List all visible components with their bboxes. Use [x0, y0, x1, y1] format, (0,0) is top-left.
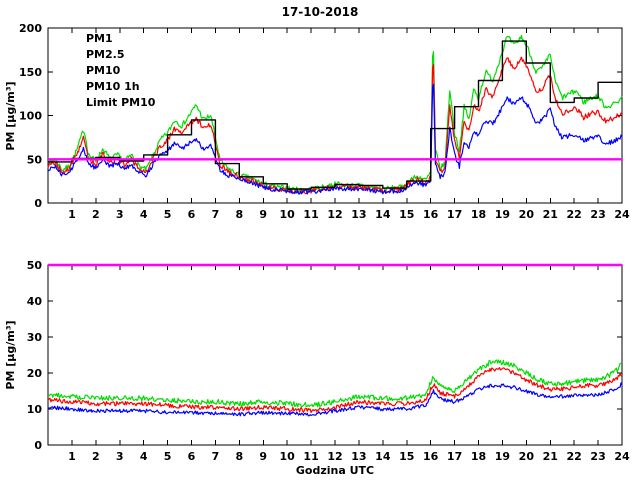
x-tick-label: 7 — [212, 450, 220, 463]
x-tick-label: 8 — [236, 450, 244, 463]
x-tick-label: 21 — [543, 208, 558, 221]
x-tick-label: 16 — [423, 450, 439, 463]
x-tick-label: 24 — [614, 450, 630, 463]
x-tick-label: 6 — [188, 208, 196, 221]
series-pm1 — [47, 83, 623, 195]
legend-pm10-1h: PM10 1h — [86, 80, 140, 93]
x-tick-label: 20 — [519, 450, 535, 463]
x-tick-label: 4 — [140, 208, 148, 221]
x-tick-label: 24 — [614, 208, 630, 221]
x-tick-label: 11 — [303, 450, 318, 463]
x-tick-label: 11 — [303, 208, 318, 221]
x-tick-label: 5 — [164, 450, 172, 463]
x-tick-label: 4 — [140, 450, 148, 463]
series-pm10 — [47, 359, 623, 408]
x-tick-label: 9 — [259, 208, 267, 221]
x-tick-label: 9 — [259, 450, 267, 463]
y-tick-label: 50 — [27, 259, 43, 272]
top-chart: PM [µg/m³] 1 2 3 4 5 6 7 8 9 10 11 12 13 14 15 16 17 18 19… — [4, 22, 630, 221]
x-tick-label: 13 — [351, 450, 366, 463]
series-pm10-1h — [48, 40, 622, 190]
series-pm10 — [47, 34, 623, 193]
x-tick-label: 18 — [471, 208, 486, 221]
y-tick-label: 200 — [19, 22, 42, 35]
y-tick-label: 0 — [34, 197, 42, 210]
series-pm1 — [47, 382, 623, 417]
chart-title: 17-10-2018 — [281, 5, 359, 19]
x-tick-label: 14 — [375, 208, 391, 221]
x-tick-label: 18 — [471, 450, 486, 463]
x-tick-label: 15 — [399, 450, 414, 463]
y-tick-label: 30 — [27, 331, 43, 344]
x-tick-label: 2 — [92, 208, 100, 221]
legend-pm10: PM10 — [86, 64, 121, 77]
x-tick-label: 3 — [116, 450, 124, 463]
x-tick-label: 1 — [68, 208, 76, 221]
x-tick-label: 23 — [590, 450, 605, 463]
x-tick-label: 6 — [188, 450, 196, 463]
x-tick-label: 14 — [375, 450, 391, 463]
x-tick-label: 17 — [447, 450, 462, 463]
y-tick-label: 40 — [27, 295, 43, 308]
series-pm2-5 — [47, 56, 622, 195]
y-tick-label: 100 — [19, 110, 42, 123]
x-tick-label: 19 — [495, 450, 510, 463]
x-tick-label: 17 — [447, 208, 462, 221]
x-tick-label: 3 — [116, 208, 124, 221]
x-tick-label: 5 — [164, 208, 172, 221]
plot-border — [47, 27, 623, 204]
y-tick-label: 150 — [19, 66, 42, 79]
x-tick-label: 21 — [543, 450, 558, 463]
x-tick-label: 20 — [519, 208, 535, 221]
bottom-y-axis-label: PM [µg/m³] — [4, 320, 17, 389]
x-tick-label: 2 — [92, 450, 100, 463]
x-tick-label: 12 — [327, 450, 342, 463]
x-tick-label: 15 — [399, 208, 414, 221]
x-tick-label: 1 — [68, 450, 76, 463]
x-axis-label: Godzina UTC — [296, 464, 374, 477]
legend-limit-pm10: Limit PM10 — [86, 96, 156, 109]
plot-border — [47, 264, 623, 446]
x-tick-label: 22 — [567, 450, 582, 463]
bottom-chart: PM [µg/m³] Godzina UTC 1 2 3 4 5 6 7 8 9 10 11 12 13… — [4, 259, 630, 477]
y-tick-label: 10 — [27, 403, 43, 416]
x-tick-label: 12 — [327, 208, 342, 221]
x-tick-label: 22 — [567, 208, 582, 221]
x-tick-label: 10 — [280, 450, 296, 463]
y-tick-label: 20 — [27, 367, 43, 380]
legend-pm1: PM1 — [86, 32, 113, 45]
legend-pm2-5: PM2.5 — [86, 48, 125, 61]
top-y-axis-label: PM [µg/m³] — [4, 81, 17, 150]
series-pm2-5 — [48, 367, 623, 413]
x-tick-label: 8 — [236, 208, 244, 221]
x-tick-label: 13 — [351, 208, 366, 221]
y-tick-label: 0 — [34, 439, 42, 452]
x-tick-label: 16 — [423, 208, 439, 221]
x-tick-label: 7 — [212, 208, 220, 221]
x-tick-label: 19 — [495, 208, 510, 221]
x-tick-label: 10 — [280, 208, 296, 221]
x-tick-label: 23 — [590, 208, 605, 221]
y-tick-label: 50 — [27, 153, 43, 166]
